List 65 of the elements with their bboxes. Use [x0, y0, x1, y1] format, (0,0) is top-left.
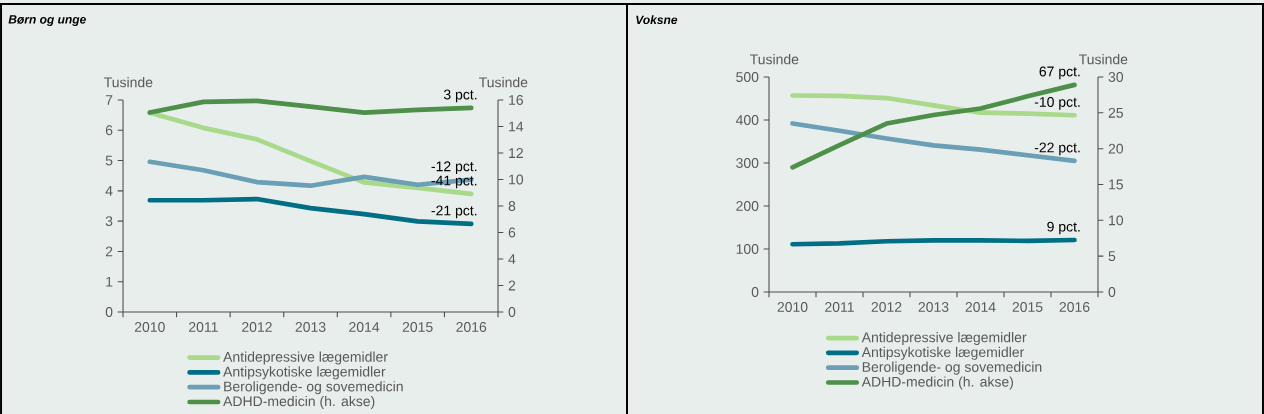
chart-title: Børn og unge	[8, 15, 86, 26]
legend-label: Antidepressive lægemidler	[861, 331, 1027, 346]
legend-label: ADHD-medicin (h. akse)	[223, 395, 375, 409]
legend-label: Antipsykotiske lægemidler	[223, 366, 386, 380]
y-tick-label: 0	[105, 307, 113, 317]
x-tick-label: 2010	[134, 322, 165, 332]
y2-axis-title: Tusinde	[479, 77, 528, 88]
y-axis-title: Tusinde	[750, 54, 799, 65]
x-tick-label: 2015	[402, 322, 433, 332]
x-tick-label: 2014	[349, 322, 380, 332]
x-tick-label: 2014	[965, 302, 996, 312]
y2-tick-label: 20	[1108, 143, 1124, 154]
y-tick-label: 300	[736, 158, 759, 168]
x-tick-label: 2012	[242, 322, 272, 332]
x-tick-label: 2011	[189, 322, 218, 332]
annotation: -12 pct.	[431, 161, 477, 175]
y2-tick-label: 16	[509, 95, 523, 105]
x-tick-label: 2012	[871, 302, 902, 312]
x-tick-label: 2013	[918, 302, 949, 312]
x-tick-label: 2013	[295, 322, 326, 332]
y-tick-label: 5	[105, 155, 113, 166]
legend-label: Beroligende- og sovemedicin	[224, 381, 403, 395]
legend-label: Antidepressive lægemidler	[223, 351, 388, 365]
annotation: -21 pct.	[431, 205, 477, 219]
y-tick-label: 6	[105, 125, 113, 136]
y-tick-label: 7	[105, 95, 113, 105]
y2-tick-label: 0	[1108, 287, 1116, 297]
y-tick-label: 500	[736, 72, 759, 82]
y-tick-label: 200	[736, 201, 759, 211]
y2-tick-label: 4	[508, 254, 516, 264]
y-tick-label: 100	[736, 244, 759, 254]
x-tick-label: 2016	[456, 322, 487, 332]
annotation: 9 pct.	[1047, 221, 1080, 235]
x-tick-label: 2015	[1012, 302, 1043, 312]
y2-tick-label: 25	[1108, 107, 1124, 118]
y-tick-label: 3	[105, 216, 113, 227]
x-tick-label: 2010	[777, 302, 808, 312]
y-tick-label: 0	[751, 287, 759, 297]
y2-tick-label: 6	[508, 227, 516, 238]
y2-tick-label: 5	[1108, 251, 1116, 262]
y2-tick-label: 0	[508, 307, 516, 317]
y-axis-title: Tusinde	[104, 77, 153, 88]
y2-tick-label: 14	[509, 121, 524, 132]
legend-label: ADHD-medicin (h. akse)	[861, 376, 1014, 390]
y2-axis-title: Tusinde	[1078, 54, 1128, 65]
x-tick-label: 2016	[1059, 302, 1090, 312]
x-tick-label: 2011	[825, 302, 854, 312]
y2-tick-label: 12	[509, 148, 523, 158]
y-tick-label: 400	[735, 115, 759, 125]
annotation: 67 pct.	[1039, 66, 1080, 80]
annotation: -10 pct.	[1034, 97, 1080, 110]
y-tick-label: 1	[106, 276, 113, 287]
y2-tick-label: 10	[1109, 215, 1124, 226]
y-tick-label: 4	[105, 186, 113, 196]
legend-label: Antipsykotiske lægemidler	[861, 346, 1025, 360]
text: Voksne	[636, 15, 678, 25]
y-tick-label: 2	[105, 246, 113, 257]
legend-label: Beroligende- og sovemedicin	[862, 361, 1042, 375]
annotation: 3 pct.	[443, 89, 477, 103]
annotation: -22 pct.	[1034, 142, 1080, 156]
y2-tick-label: 30	[1108, 72, 1124, 82]
y2-tick-label: 2	[508, 280, 516, 291]
y2-tick-label: 8	[508, 201, 516, 211]
y2-tick-label: 10	[509, 174, 524, 185]
y2-tick-label: 15	[1109, 179, 1124, 190]
